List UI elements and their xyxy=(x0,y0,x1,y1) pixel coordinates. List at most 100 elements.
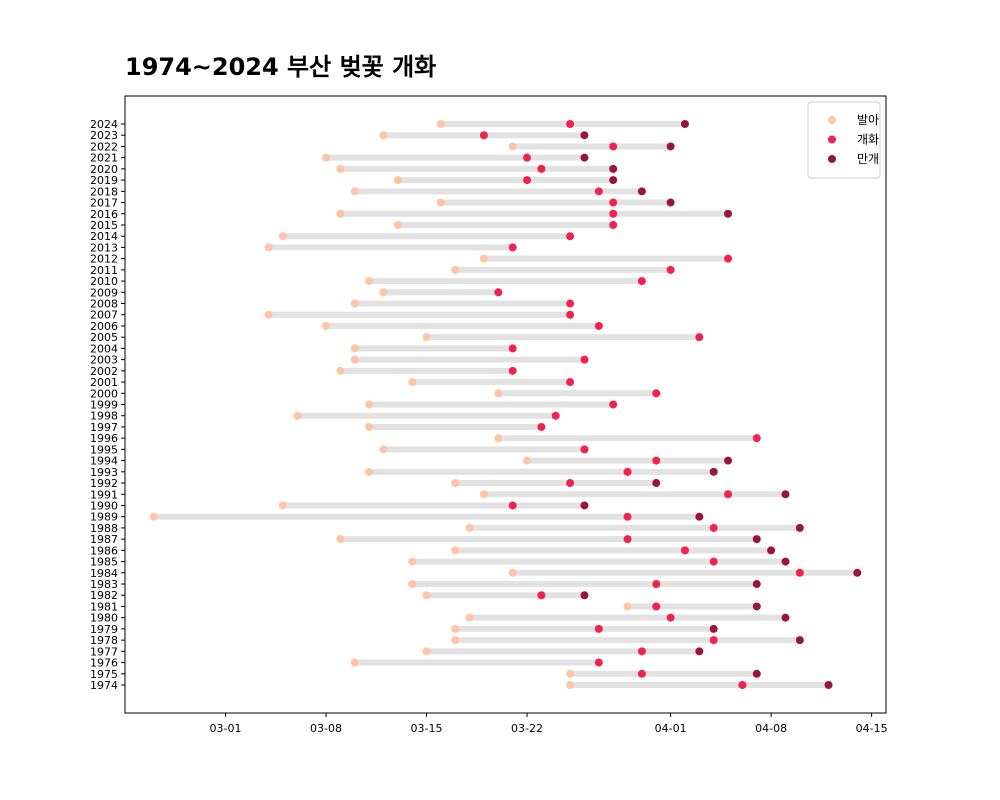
y-tick-label-1994: 1994 xyxy=(90,455,118,468)
bud-point-2024 xyxy=(436,120,445,128)
bud-point-2022 xyxy=(508,142,517,151)
bloom-point-1975 xyxy=(637,669,646,678)
bloom-point-1988 xyxy=(709,523,718,532)
x-tick-label-04-08: 04-08 xyxy=(755,722,787,735)
y-tick-label-2019: 2019 xyxy=(90,174,118,187)
y-tick-label-2024: 2024 xyxy=(90,118,118,131)
bud-point-1986 xyxy=(451,546,460,555)
y-tick-label-2022: 2022 xyxy=(90,140,118,153)
bud-point-2009 xyxy=(379,288,388,297)
bloom-point-1992 xyxy=(566,479,575,488)
y-tick-label-2003: 2003 xyxy=(90,354,118,367)
bud-point-2018 xyxy=(350,187,359,196)
x-tick-label-03-22: 03-22 xyxy=(511,722,543,735)
y-tick-label-2017: 2017 xyxy=(90,197,118,210)
bloom-point-2004 xyxy=(508,344,517,353)
bud-point-2003 xyxy=(350,355,359,364)
full-point-1983 xyxy=(752,580,761,589)
y-tick-label-2006: 2006 xyxy=(90,320,118,333)
x-tick-label-03-15: 03-15 xyxy=(411,722,443,735)
y-tick-label-1982: 1982 xyxy=(90,589,118,602)
full-point-1987 xyxy=(752,535,761,544)
full-point-2019 xyxy=(609,176,618,185)
bloom-point-1990 xyxy=(508,501,517,510)
y-tick-label-2020: 2020 xyxy=(90,163,118,176)
bud-point-1974 xyxy=(566,681,575,689)
bud-point-2014 xyxy=(278,232,287,241)
bloom-point-1978 xyxy=(709,636,718,645)
bloom-point-1991 xyxy=(724,490,733,499)
full-point-1977 xyxy=(695,647,704,656)
bud-point-1981 xyxy=(623,602,632,611)
bloom-point-1997 xyxy=(537,422,546,431)
full-point-2018 xyxy=(637,187,646,196)
bloom-point-2002 xyxy=(508,366,517,375)
bloom-point-1981 xyxy=(652,602,661,611)
full-point-1975 xyxy=(752,669,761,678)
y-tick-label-1983: 1983 xyxy=(90,578,118,591)
bloom-point-2010 xyxy=(637,277,646,286)
bud-point-2023 xyxy=(379,131,388,140)
legend-label-full: 만개 xyxy=(857,152,879,166)
range-bars xyxy=(153,121,858,688)
bloom-point-2008 xyxy=(566,299,575,308)
y-tick-label-2002: 2002 xyxy=(90,365,118,378)
bloom-point-1995 xyxy=(580,445,589,454)
bloom-point-1993 xyxy=(623,467,632,476)
bud-point-2012 xyxy=(479,254,488,263)
bloom-point-1994 xyxy=(652,456,661,465)
y-tick-label-1998: 1998 xyxy=(90,410,118,423)
bud-point-2016 xyxy=(336,209,345,218)
bud-point-2002 xyxy=(336,366,345,375)
data-points xyxy=(149,120,862,689)
full-point-1982 xyxy=(580,591,589,600)
bloom-point-2007 xyxy=(566,310,575,319)
x-tick-label-04-15: 04-15 xyxy=(856,722,888,735)
bloom-point-2013 xyxy=(508,243,517,252)
bud-point-2021 xyxy=(322,153,331,162)
bud-point-2000 xyxy=(494,389,503,398)
y-tick-label-1991: 1991 xyxy=(90,488,118,501)
y-tick-label-1976: 1976 xyxy=(90,657,118,670)
full-point-1988 xyxy=(795,523,804,532)
y-tick-label-1988: 1988 xyxy=(90,522,118,535)
y-tick-label-1995: 1995 xyxy=(90,443,118,456)
bloom-point-1974 xyxy=(738,681,747,689)
legend-label-bloom: 개화 xyxy=(857,133,879,147)
chart-title: 1974~2024 부산 벚꽃 개화 xyxy=(125,53,436,81)
bloom-point-1976 xyxy=(594,658,603,667)
bloom-point-2020 xyxy=(537,164,546,173)
legend-marker-bloom xyxy=(828,135,836,144)
bud-point-1980 xyxy=(465,613,474,622)
full-point-2016 xyxy=(724,209,733,218)
bloom-point-2000 xyxy=(652,389,661,398)
bud-point-1997 xyxy=(365,422,374,431)
y-tick-label-1979: 1979 xyxy=(90,623,118,636)
legend-box xyxy=(807,101,881,179)
bud-point-2017 xyxy=(436,198,445,207)
bloom-point-2005 xyxy=(695,333,704,342)
bud-point-2013 xyxy=(264,243,273,252)
y-tick-label-2015: 2015 xyxy=(90,219,118,232)
bud-point-2001 xyxy=(408,378,417,387)
bloom-point-1985 xyxy=(709,557,718,566)
full-point-1992 xyxy=(652,479,661,488)
full-point-1989 xyxy=(695,512,704,521)
y-tick-label-2012: 2012 xyxy=(90,253,118,266)
bloom-point-1999 xyxy=(609,400,618,409)
full-point-2021 xyxy=(580,153,589,162)
bloom-point-2009 xyxy=(494,288,503,297)
bud-point-1990 xyxy=(278,501,287,510)
bloom-point-2018 xyxy=(594,187,603,196)
full-point-1979 xyxy=(709,624,718,633)
bud-point-1991 xyxy=(479,490,488,499)
bud-point-2019 xyxy=(393,176,402,185)
full-point-1985 xyxy=(781,557,790,566)
bloom-point-2023 xyxy=(479,131,488,140)
bud-point-1976 xyxy=(350,658,359,667)
bloom-point-1980 xyxy=(666,613,675,622)
legend-marker-bud xyxy=(828,116,836,124)
y-tick-label-2014: 2014 xyxy=(90,230,118,243)
